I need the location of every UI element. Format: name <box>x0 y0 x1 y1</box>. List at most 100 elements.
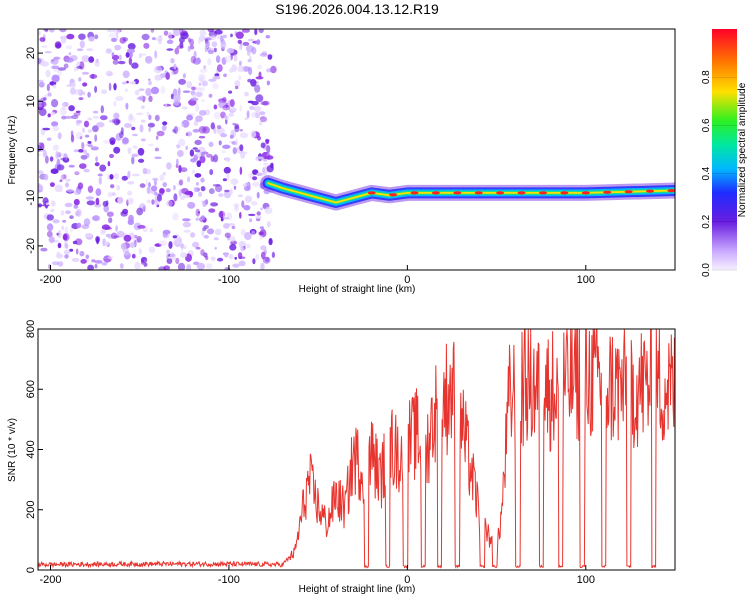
noise-blob <box>154 74 162 81</box>
noise-blob <box>42 150 48 158</box>
noise-blob <box>112 118 116 124</box>
noise-blob <box>229 188 233 195</box>
noise-blob <box>233 54 238 62</box>
noise-blob <box>50 111 56 116</box>
noise-blob <box>270 65 277 74</box>
noise-blob <box>250 130 257 139</box>
noise-blob <box>76 120 83 124</box>
noise-blob <box>210 35 217 40</box>
noise-blob <box>195 103 200 112</box>
noise-blob <box>112 59 119 65</box>
noise-blob <box>190 97 199 102</box>
noise-blob <box>196 262 206 270</box>
noise-blob <box>199 155 206 164</box>
noise-blob <box>195 91 203 98</box>
noise-blob <box>83 168 90 173</box>
noise-blob <box>72 240 78 245</box>
noise-blob <box>56 253 64 259</box>
noise-blob <box>94 85 98 93</box>
trace-hotspot <box>367 191 376 195</box>
noise-blob <box>65 178 71 182</box>
noise-blob <box>201 80 208 87</box>
noise-blob <box>213 111 221 120</box>
noise-blob <box>85 254 90 260</box>
noise-blob <box>264 206 273 215</box>
noise-blob <box>68 164 75 168</box>
noise-blob <box>183 245 187 250</box>
noise-blob <box>166 200 173 207</box>
noise-blob <box>81 224 90 230</box>
noise-blob <box>183 229 191 233</box>
noise-blob <box>50 200 56 207</box>
noise-blob <box>44 173 49 181</box>
noise-blob <box>73 149 79 153</box>
noise-blob <box>85 196 94 200</box>
noise-blob <box>116 185 121 191</box>
noise-blob <box>212 184 221 187</box>
noise-blob <box>83 120 90 128</box>
noise-blob <box>81 141 85 150</box>
noise-blob <box>158 240 167 247</box>
noise-blob <box>63 249 71 255</box>
noise-blob <box>140 138 146 142</box>
noise-blob <box>94 260 103 264</box>
noise-blob <box>158 38 162 45</box>
noise-blob <box>79 136 83 140</box>
trace-hotspot <box>496 191 505 195</box>
x-tick-label: -200 <box>39 274 61 286</box>
noise-blob <box>81 71 90 75</box>
noise-blob <box>210 202 219 207</box>
noise-blob <box>240 246 245 252</box>
noise-blob <box>103 139 111 144</box>
noise-blob <box>244 91 249 97</box>
noise-blob <box>207 49 215 55</box>
noise-blob <box>213 104 218 110</box>
noise-blob <box>55 43 62 48</box>
noise-blob <box>239 104 242 112</box>
noise-blob <box>47 92 52 97</box>
noise-blob <box>117 60 126 65</box>
noise-blob <box>262 172 266 176</box>
noise-blob <box>232 263 240 268</box>
noise-blob <box>259 234 264 240</box>
noise-blob <box>195 246 201 250</box>
noise-blob <box>140 256 148 263</box>
noise-blob <box>138 158 145 163</box>
noise-blob <box>70 82 77 88</box>
noise-blob <box>201 230 205 237</box>
noise-blob <box>229 107 237 112</box>
noise-blob <box>79 250 85 257</box>
noise-blob <box>205 255 209 261</box>
noise-blob <box>166 258 173 264</box>
noise-blob <box>232 122 236 126</box>
noise-blob <box>107 191 113 198</box>
noise-blob <box>44 29 49 33</box>
noise-blob <box>60 157 66 161</box>
noise-blob <box>64 115 73 119</box>
noise-blob <box>105 70 113 77</box>
noise-blob <box>259 116 268 123</box>
noise-blob <box>198 110 207 116</box>
noise-blob <box>108 72 114 76</box>
noise-blob <box>237 65 245 73</box>
noise-blob <box>49 156 54 162</box>
noise-blob <box>255 112 260 119</box>
noise-blob <box>177 138 186 147</box>
trace-hotspot <box>474 191 483 195</box>
noise-blob <box>119 263 124 269</box>
noise-blob <box>175 158 179 167</box>
trace-hotspot <box>539 191 547 195</box>
noise-blob <box>164 103 168 108</box>
noise-blob <box>69 215 74 220</box>
noise-blob <box>186 264 192 270</box>
x-tick-label: 100 <box>577 574 595 586</box>
noise-blob <box>113 235 120 239</box>
noise-blob <box>183 167 187 171</box>
noise-blob <box>190 158 197 163</box>
noise-blob <box>87 144 93 148</box>
noise-blob <box>124 88 129 92</box>
noise-blob <box>88 36 95 42</box>
noise-blob <box>160 85 166 95</box>
noise-blob <box>162 229 171 235</box>
noise-blob <box>240 150 246 159</box>
